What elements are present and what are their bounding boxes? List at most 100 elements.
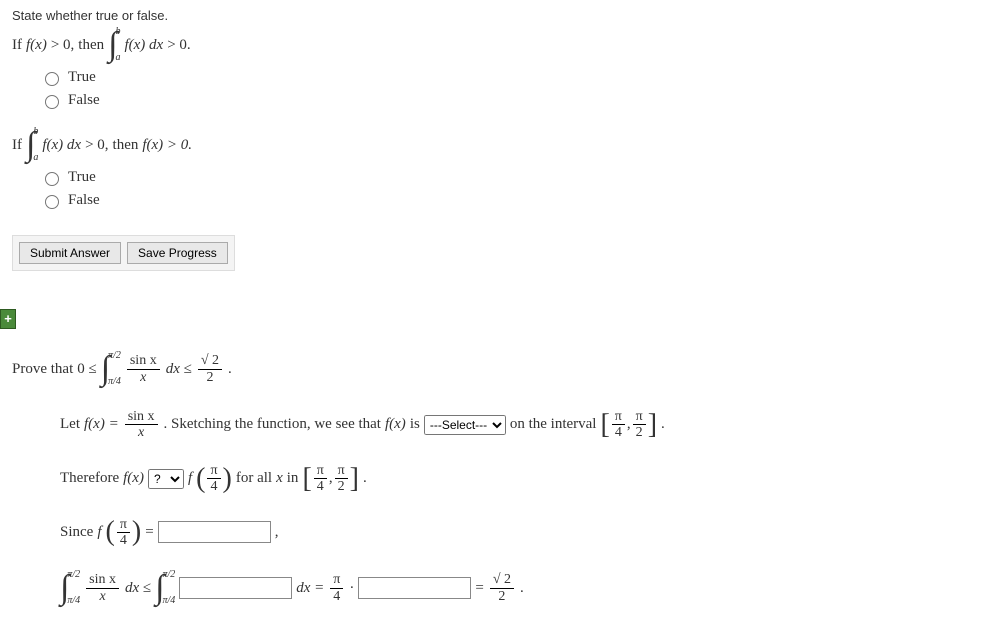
interval-1: [ π4 , π2 ] [600,409,657,441]
q1b-false-label: False [68,192,100,209]
int-r-den: 2 [633,425,646,440]
int-l-num: π [612,409,625,425]
fpi4-input[interactable] [158,521,271,543]
pi4-den-2: 4 [117,533,130,548]
integrand-input[interactable] [179,577,292,599]
q1a-false-label: False [68,92,100,109]
sinx-over-x-2: sin x x [125,409,158,441]
q1b-false-radio[interactable] [45,195,59,209]
on-interval: on the interval [510,416,597,433]
q1-statement-1: If f(x) > 0, then ∫ b a f(x) dx > 0. [12,27,996,63]
sinx-over-x-3: sin x x [86,572,119,604]
frac-num: sin x [127,353,160,369]
final-num: √ 2 [490,572,514,588]
then-text: then [78,37,104,54]
dx-le-2: dx ≤ [125,580,151,597]
period-4: . [520,580,524,597]
let-text: Let [60,416,80,433]
f-of: f [188,470,192,487]
frac-den: x [137,370,149,385]
int2-l-den: 4 [314,479,327,494]
select-behavior[interactable]: ---Select--- [424,415,506,435]
frac-num-2: sin x [125,409,158,425]
comma: , [627,416,631,433]
factor-input[interactable] [358,577,471,599]
period-3: . [363,470,367,487]
int-r-num: π [633,409,646,425]
let-fx: f(x) = [84,416,119,433]
interval-2: [ π4 , π2 ] [302,463,359,495]
sinx-over-x: sin x x [127,353,160,385]
select-compare[interactable]: ? [148,469,184,489]
if-text: If [12,37,22,54]
x-var: x [276,470,283,487]
f-pi4: ( π4 ) [196,463,232,495]
rhs-num: √ 2 [198,353,222,369]
final-line: ∫ π/2 π/4 sin x x dx ≤ ∫ π/2 π/4 dx = π … [60,570,996,606]
pi4n: π [330,572,343,588]
integrand-2: f(x) dx [42,137,81,154]
final-den: 2 [495,589,508,604]
conclusion-2: f(x) > 0. [142,137,192,154]
let-line: Let f(x) = sin x x . Sketching the funct… [60,409,996,441]
rhs-den: 2 [203,370,216,385]
final-frac: √ 2 2 [490,572,514,604]
pi-over-4: π 4 [330,572,343,604]
final-eq: = [475,580,483,597]
integral-final-1: ∫ π/2 π/4 [60,570,80,606]
int-l-den: 4 [612,425,625,440]
q1a-true-radio[interactable] [45,72,59,86]
comma-3: , [275,524,279,541]
integral-2: ∫ b a [26,127,38,163]
dot: · [349,580,354,597]
period: . [228,361,232,378]
pi4-num-2: π [117,517,130,533]
post-int: > 0. [167,37,190,54]
prove-line: Prove that 0 ≤ ∫ π/2 π/4 sin x x dx ≤ √ … [12,351,996,387]
fx-is: f(x) [385,416,406,433]
sketch-text: . Sketching the function, we see that [164,416,381,433]
period-2: . [661,416,665,433]
gt0-2: > 0, [85,137,108,154]
comma-2: , [329,470,333,487]
int2-r-num: π [335,463,348,479]
button-row: Submit Answer Save Progress [12,235,235,271]
integral-final-2: ∫ π/2 π/4 [155,570,175,606]
fx-3: f(x) [123,470,144,487]
q1-prompt: State whether true or false. [12,8,996,23]
int2-l-num: π [314,463,327,479]
therefore-line: Therefore f(x) ? f ( π4 ) for all x in [… [60,463,996,495]
frac-num-3: sin x [86,572,119,588]
if-text-2: If [12,137,22,154]
expand-tab[interactable]: + [0,309,16,329]
integral-prove: ∫ π/2 π/4 [101,351,121,387]
q1a-true-label: True [68,69,96,86]
pi4d: 4 [330,589,343,604]
q1b-true-label: True [68,169,96,186]
fx: f(x) [26,37,47,54]
since-text: Since [60,524,93,541]
integral-1: ∫ b a [108,27,120,63]
submit-answer-button[interactable]: Submit Answer [19,242,121,264]
final-dx: dx = [296,580,324,597]
q1a-false-radio[interactable] [45,95,59,109]
save-progress-button[interactable]: Save Progress [127,242,228,264]
gt0: > 0, [51,37,74,54]
then-text-2: then [113,137,139,154]
zero-le: 0 ≤ [77,361,96,378]
f-of-2: f [97,524,101,541]
since-line: Since f ( π4 ) = , [60,517,996,549]
equals: = [145,524,153,541]
f-pi4-2: ( π4 ) [106,517,142,549]
int2-r-den: 2 [335,479,348,494]
q1-statement-2: If ∫ b a f(x) dx > 0, then f(x) > 0. [12,127,996,163]
frac-den-2: x [135,425,147,440]
in-word: in [287,470,299,487]
is-word: is [410,416,420,433]
integrand: f(x) dx [124,37,163,54]
frac-den-3: x [96,589,108,604]
dx-le: dx ≤ [166,361,192,378]
prove-text: Prove that [12,361,73,378]
q1b-true-radio[interactable] [45,172,59,186]
pi4-den: 4 [207,479,220,494]
